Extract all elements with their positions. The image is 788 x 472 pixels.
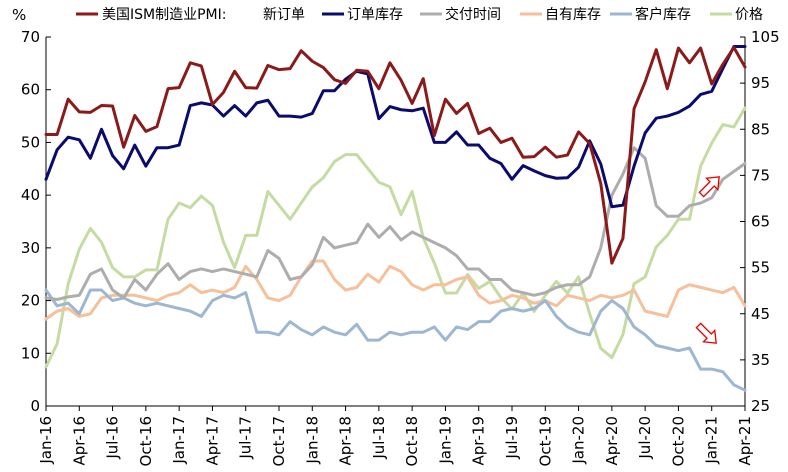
down-arrow bbox=[693, 320, 722, 349]
left-tick-label: 0 bbox=[30, 397, 40, 415]
series-line-2 bbox=[46, 148, 745, 300]
x-tick-label: Jul-16 bbox=[104, 416, 122, 460]
legend-label-delivery: 交付时间 bbox=[445, 6, 501, 23]
left-tick-label: 30 bbox=[21, 239, 40, 257]
right-tick-label: 105 bbox=[751, 28, 780, 46]
right-tick-label: 95 bbox=[751, 74, 770, 92]
legend-label-customer-inv: 客户库存 bbox=[635, 6, 691, 23]
legend-label-prices: 价格 bbox=[735, 7, 763, 23]
x-tick-label: Jan-20 bbox=[570, 416, 588, 465]
axes: 0 10 20 30 40 50 60 70 25 35 45 55 65 75 85 95 105 Jan-16… bbox=[21, 28, 780, 466]
x-tick-label: Jul-20 bbox=[636, 416, 654, 460]
right-tick-label: 75 bbox=[751, 166, 770, 184]
left-tick-label: 60 bbox=[21, 81, 40, 99]
right-tick-label: 45 bbox=[751, 305, 770, 323]
y-unit-label: % bbox=[12, 6, 26, 24]
right-tick-label: 35 bbox=[751, 351, 770, 369]
x-tick-label: Oct-19 bbox=[536, 416, 554, 466]
legend: % 美国ISM制造业PMI: 新订单 订单库存 交付时间 自有库存 客户库存 价… bbox=[12, 6, 763, 24]
left-tick-label: 40 bbox=[21, 186, 40, 204]
x-tick-label: Oct-17 bbox=[270, 416, 288, 466]
x-tick-label: Jan-16 bbox=[37, 416, 55, 465]
x-tick-label: Apr-16 bbox=[70, 416, 88, 466]
x-tick-label: Apr-21 bbox=[736, 416, 754, 466]
x-tick-label: Jul-17 bbox=[237, 416, 255, 460]
x-tick-label: Oct-18 bbox=[403, 416, 421, 466]
x-tick-label: Jul-18 bbox=[370, 416, 388, 460]
x-tick-label: Jan-17 bbox=[170, 416, 188, 465]
x-tick-label: Oct-16 bbox=[137, 416, 155, 466]
x-tick-label: Jan-19 bbox=[436, 416, 454, 465]
legend-label-new-orders: 新订单 bbox=[263, 7, 305, 23]
x-tick-label: Jul-19 bbox=[503, 416, 521, 460]
down-arrow-shape bbox=[693, 320, 722, 349]
left-tick-label: 10 bbox=[21, 344, 40, 362]
x-tick-label: Jan-18 bbox=[303, 416, 321, 465]
legend-prefix: 美国ISM制造业PMI: bbox=[102, 7, 226, 23]
series-lines bbox=[46, 46, 745, 390]
right-tick-label: 55 bbox=[751, 259, 770, 277]
left-tick-label: 20 bbox=[21, 292, 40, 310]
x-tick-label: Apr-20 bbox=[603, 416, 621, 466]
right-tick-label: 65 bbox=[751, 213, 770, 231]
x-tick-label: Oct-20 bbox=[669, 416, 687, 466]
legend-label-backlog: 订单库存 bbox=[347, 7, 403, 23]
left-tick-label: 50 bbox=[21, 133, 40, 151]
x-tick-label: Apr-18 bbox=[337, 416, 355, 466]
x-tick-label: Apr-19 bbox=[470, 416, 488, 466]
right-tick-label: 25 bbox=[751, 397, 770, 415]
x-tick-label: Apr-17 bbox=[203, 416, 221, 466]
right-tick-label: 85 bbox=[751, 120, 770, 138]
legend-label-inventories: 自有库存 bbox=[545, 7, 601, 23]
x-tick-label: Jan-21 bbox=[703, 416, 721, 465]
series-line-4 bbox=[46, 290, 745, 390]
left-tick-label: 70 bbox=[21, 28, 40, 46]
